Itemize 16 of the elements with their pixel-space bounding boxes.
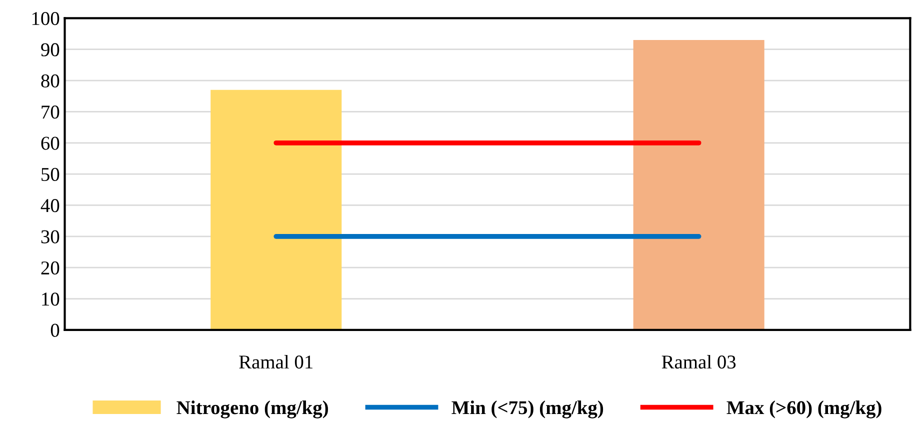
y-tick-label: 60 xyxy=(41,136,60,150)
y-tick-label: 50 xyxy=(42,168,60,181)
x-tick-label: Ramal 01 xyxy=(239,354,312,369)
x-tick-label: Ramal 03 xyxy=(662,354,736,369)
y-tick-label: 90 xyxy=(41,43,60,56)
y-tick-label: 30 xyxy=(41,230,60,244)
y-tick-label: 0 xyxy=(50,324,60,337)
y-tick-label: 80 xyxy=(41,74,60,88)
y-tick-label: 20 xyxy=(41,261,60,275)
y-tick-label: 10 xyxy=(42,292,60,306)
legend-label: Max (>60) (mg/kg) xyxy=(726,400,882,418)
y-tick-label: 40 xyxy=(40,199,60,212)
y-tick-label: 100 xyxy=(32,12,60,26)
legend-label: Nitrogeno (mg/kg) xyxy=(176,400,328,418)
legend-label: Min (<75) (mg/kg) xyxy=(452,400,604,418)
y-tick-label: 70 xyxy=(42,106,60,119)
